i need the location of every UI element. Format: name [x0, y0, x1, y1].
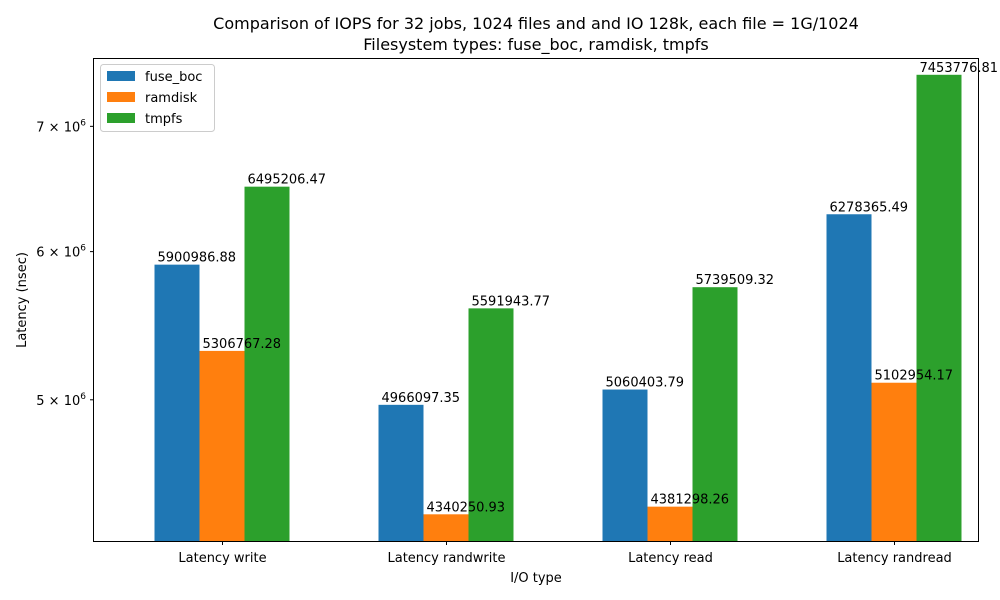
legend-label: fuse_boc [145, 70, 202, 85]
bars-group [154, 74, 962, 542]
x-axis-label: I/O type [510, 571, 562, 586]
bar-value-label: 4966097.35 [382, 391, 461, 406]
bar-value-label: 5060403.79 [606, 376, 685, 391]
x-tick-label: Latency read [628, 551, 713, 566]
bar-ramdisk-1 [423, 514, 469, 541]
bar-value-label: 5306767.28 [203, 337, 282, 352]
chart-title-line1: Comparison of IOPS for 32 jobs, 1024 fil… [213, 14, 859, 33]
legend-label: ramdisk [145, 91, 198, 106]
bar-ramdisk-2 [647, 506, 693, 541]
legend-swatch-ramdisk [107, 92, 135, 102]
bar-value-label: 4340250.93 [427, 500, 506, 515]
x-tick-label: Latency randwrite [387, 551, 505, 566]
legend-swatch-tmpfs [107, 113, 135, 123]
bar-value-label: 5900986.88 [158, 251, 237, 266]
legend-swatch-fuse-boc [107, 71, 135, 81]
bar-value-label: 5102954.17 [875, 369, 954, 384]
bar-ramdisk-3 [871, 382, 917, 541]
x-axis: Latency write Latency randwrite Latency re… [178, 541, 952, 566]
bar-value-label: 4381298.26 [651, 493, 730, 508]
y-axis: 5 × 106 6 × 106 7 × 106 [36, 118, 94, 409]
bar-fuse-boc-0 [154, 264, 200, 541]
bar-ramdisk-0 [199, 350, 245, 541]
y-axis-label: Latency (nsec) [15, 252, 30, 348]
legend-label: tmpfs [145, 112, 183, 127]
bar-value-label: 7453776.81 [920, 61, 999, 76]
bar-value-label: 5739509.32 [696, 273, 775, 288]
chart-title-line2: Filesystem types: fuse_boc, ramdisk, tmp… [363, 35, 708, 55]
bar-tmpfs-1 [468, 308, 514, 541]
bar-value-label: 6278365.49 [830, 200, 909, 215]
x-tick-label: Latency write [178, 551, 266, 566]
bar-value-label: 6495206.47 [248, 173, 327, 188]
value-labels-group: 5900986.88 5306767.28 6495206.47 4966097.35… [158, 61, 999, 516]
bar-fuse-boc-3 [826, 214, 872, 541]
y-tick-label: 6 × 106 [36, 244, 86, 261]
bar-fuse-boc-1 [378, 404, 424, 541]
y-tick-label: 5 × 106 [36, 392, 86, 409]
y-tick-label: 7 × 106 [36, 118, 86, 135]
bar-tmpfs-3 [916, 74, 962, 542]
x-tick-label: Latency randread [837, 551, 952, 566]
bar-tmpfs-0 [244, 186, 290, 541]
bar-value-label: 5591943.77 [472, 294, 551, 309]
plot-frame [93, 58, 979, 542]
bar-fuse-boc-2 [602, 389, 648, 541]
bar-tmpfs-2 [692, 287, 738, 541]
